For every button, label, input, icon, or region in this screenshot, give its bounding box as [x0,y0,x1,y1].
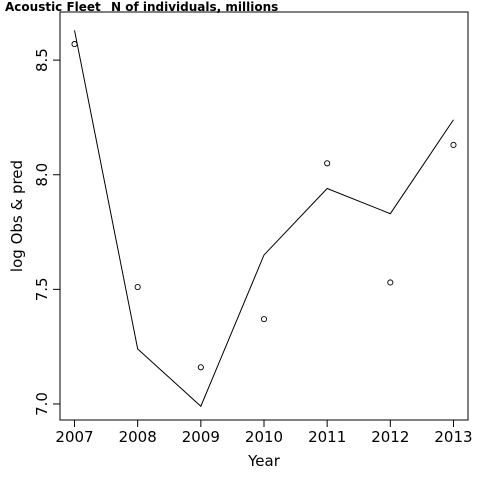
observed-point [387,279,394,286]
x-tick-label: 2013 [434,428,472,446]
x-tick-label: 2011 [308,428,346,446]
x-tick-label: 2009 [182,428,220,446]
x-axis: 2007 2008 2009 2010 2011 2012 2013 [55,419,473,446]
observed-point [71,41,78,48]
observed-point [450,141,457,148]
predicted-line [74,30,454,408]
x-tick-label: 2010 [245,428,283,446]
observed-point [324,160,331,167]
x-axis-title: Year [247,452,281,470]
y-axis: 7.0 7.5 8.0 8.5 [33,48,61,416]
series-layer [71,30,457,408]
y-tick-label: 7.5 [33,277,51,301]
chart-title: Acoustic Fleet [5,0,101,14]
observed-point [134,284,141,291]
x-tick-label: 2008 [119,428,157,446]
y-axis-title: log Obs & pred [8,160,26,272]
plot-frame [59,11,469,421]
chart-subtitle: N of individuals, millions [111,0,278,14]
y-tick-label: 7.0 [33,392,51,416]
x-tick-label: 2007 [55,428,93,446]
observed-point [197,364,204,371]
y-tick-label: 8.0 [33,163,51,187]
x-tick-label: 2012 [371,428,409,446]
observed-point [260,316,268,323]
y-tick-label: 8.5 [33,48,51,72]
